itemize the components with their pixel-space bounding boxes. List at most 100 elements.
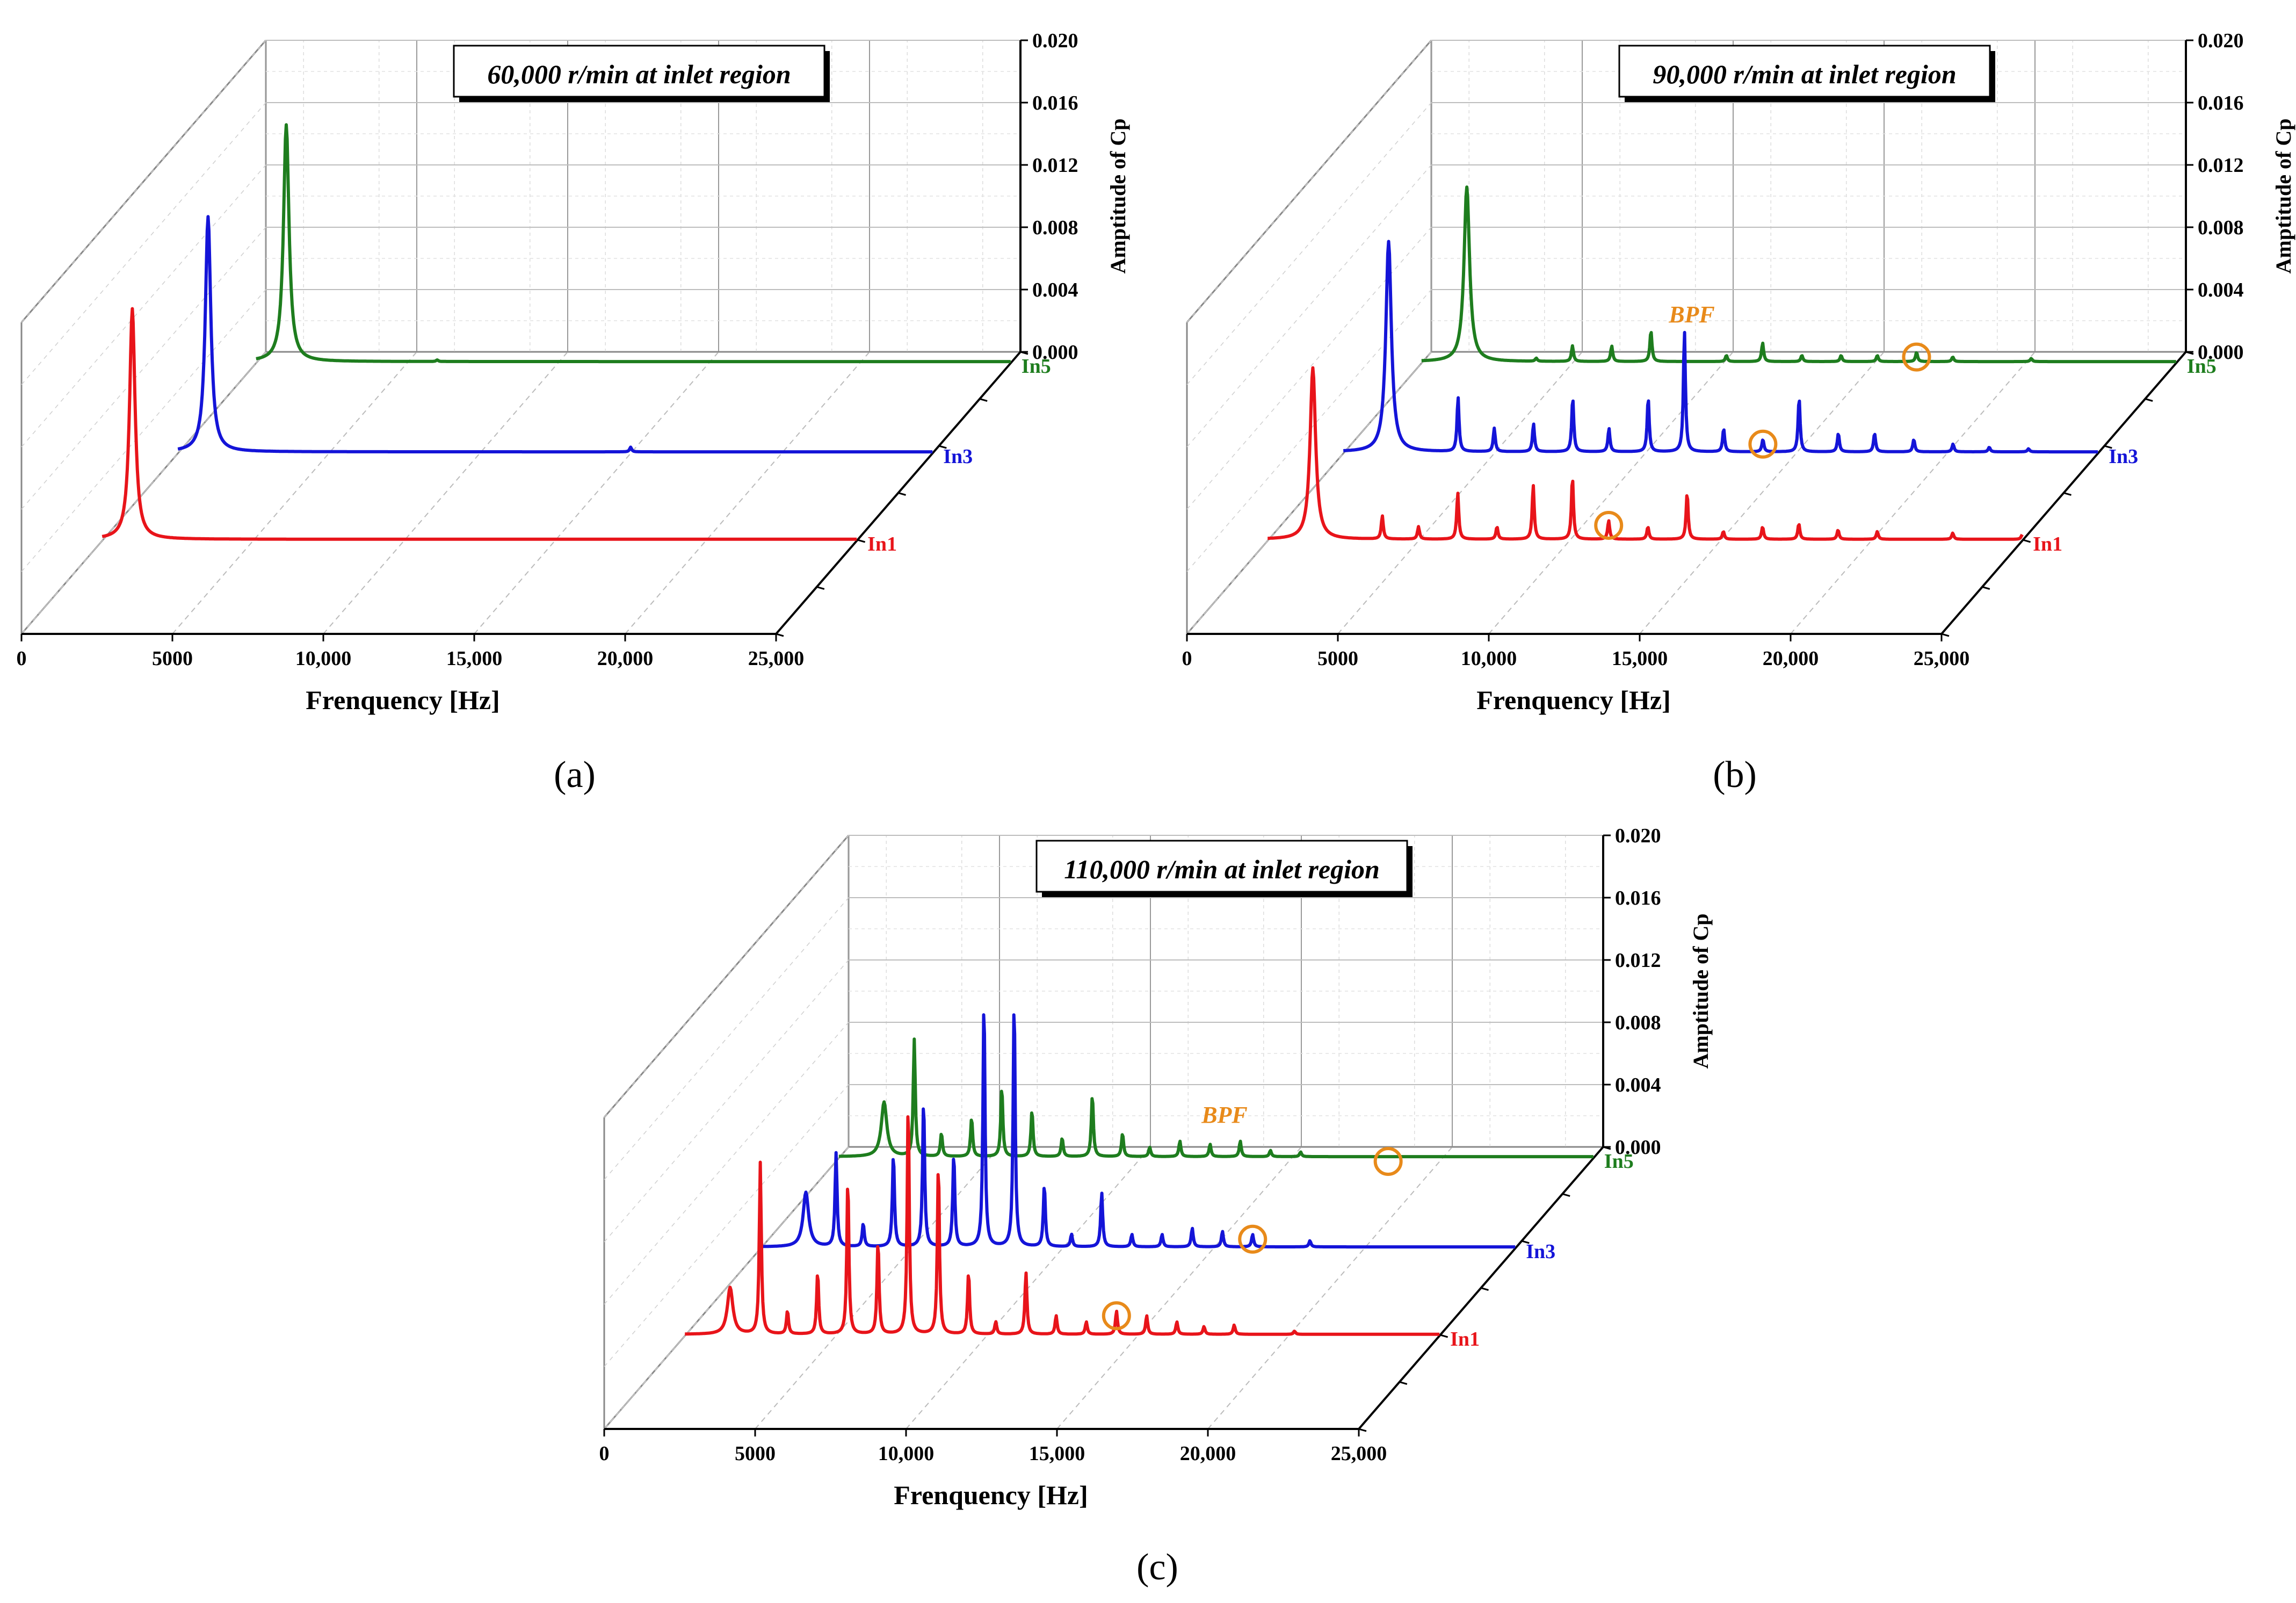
title-box: 60,000 r/min at inlet region bbox=[453, 45, 830, 102]
x-tick-label: 10,000 bbox=[878, 1442, 935, 1465]
depth-tick-mark bbox=[1358, 1428, 1367, 1432]
x-tick-label: 20,000 bbox=[597, 647, 654, 670]
floor-grid-line bbox=[1488, 351, 1734, 634]
depth-tick-mark bbox=[1440, 1334, 1448, 1338]
floor-grid-line bbox=[1056, 1146, 1302, 1429]
chart-title: 90,000 r/min at inlet region bbox=[1653, 59, 1956, 89]
z-tick-label: 0.016 bbox=[1032, 92, 1078, 114]
x-tick-label: 0 bbox=[599, 1442, 610, 1465]
bpf-label: BPF bbox=[1668, 301, 1715, 328]
grid-layer: 0 5000 10,000 15,000 20,000 25,000 0.000 0.004 0… bbox=[1182, 30, 2296, 670]
floor-grid-line bbox=[1639, 351, 1885, 634]
series-layer: In5 In3 In1 bbox=[1266, 185, 2217, 555]
chart-panel-b: 0 5000 10,000 15,000 20,000 25,000 0.000 0.004 0… bbox=[1182, 30, 2296, 796]
series-label-in1: In1 bbox=[1450, 1328, 1480, 1351]
bpf-marker bbox=[1902, 342, 1931, 372]
z-axis-title: Amptitude of Cp bbox=[1106, 119, 1130, 274]
bpf-marker bbox=[1102, 1301, 1131, 1331]
depth-tick-mark bbox=[2185, 351, 2194, 355]
depth-tick-mark bbox=[1020, 351, 1029, 355]
floor-grid-line bbox=[172, 351, 417, 634]
floor-grid-line bbox=[1337, 351, 1583, 634]
grid-layer: 0 5000 10,000 15,000 20,000 25,000 0.000 0.004 0… bbox=[599, 825, 1713, 1465]
depth-tick-mark bbox=[2104, 445, 2112, 449]
z-tick-label: 0.008 bbox=[1032, 216, 1078, 239]
panel-label: (b) bbox=[1713, 754, 1757, 796]
depth-tick-mark bbox=[1941, 633, 1950, 637]
depth-tick-mark bbox=[898, 492, 906, 496]
series-label-in3: In3 bbox=[2109, 445, 2138, 468]
series-label-in3: In3 bbox=[943, 445, 973, 468]
side-grid-line bbox=[21, 351, 266, 634]
bpf-label: BPF bbox=[1201, 1102, 1248, 1128]
side-wall-top bbox=[20, 40, 267, 323]
series-line-in3 bbox=[1342, 240, 2099, 454]
side-grid-line bbox=[604, 835, 849, 1118]
z-tick-label: 0.020 bbox=[2198, 30, 2244, 52]
series-layer: In5 In3 In1 bbox=[101, 123, 1051, 555]
side-wall-top bbox=[603, 835, 850, 1118]
depth-tick-mark bbox=[938, 445, 947, 449]
depth-tick-mark bbox=[1481, 1287, 1489, 1291]
floor-grid-line bbox=[474, 351, 719, 634]
series-layer: In5 In3 In1 bbox=[684, 1013, 1634, 1351]
floor-grid-line bbox=[1207, 1146, 1453, 1429]
z-tick-label: 0.016 bbox=[1615, 887, 1661, 909]
x-tick-label: 15,000 bbox=[1029, 1442, 1085, 1465]
z-tick-label: 0.020 bbox=[1032, 30, 1078, 52]
z-tick-label: 0.000 bbox=[1032, 341, 1078, 364]
floor-grid-line bbox=[323, 351, 568, 634]
side-grid-line bbox=[21, 164, 266, 447]
side-grid-line bbox=[604, 1022, 849, 1305]
floor-grid-line bbox=[625, 351, 870, 634]
series-label-in5: In5 bbox=[1604, 1150, 1634, 1173]
bpf-marker bbox=[1748, 429, 1778, 459]
side-grid-line bbox=[1186, 40, 1432, 323]
bpf-marker bbox=[1373, 1147, 1403, 1176]
series-line-in1 bbox=[1266, 366, 2024, 541]
depth-tick-mark bbox=[776, 633, 784, 637]
chart-title: 110,000 r/min at inlet region bbox=[1064, 854, 1380, 884]
x-tick-label: 10,000 bbox=[295, 647, 352, 670]
series-line-in1 bbox=[684, 1115, 1440, 1336]
depth-tick-mark bbox=[1603, 1146, 1611, 1150]
panel-label: (c) bbox=[1136, 1547, 1178, 1588]
side-grid-line bbox=[21, 40, 266, 323]
chart-title: 60,000 r/min at inlet region bbox=[487, 59, 791, 89]
bpf-marker bbox=[1594, 510, 1624, 540]
series-line-in5 bbox=[255, 123, 1012, 364]
side-wall-frame bbox=[20, 322, 267, 637]
side-grid-line bbox=[1186, 102, 1432, 385]
series-line-in5 bbox=[838, 1037, 1595, 1159]
series-label-in1: In1 bbox=[2033, 533, 2062, 555]
side-wall-top bbox=[1186, 40, 1432, 323]
x-tick-label: 15,000 bbox=[446, 647, 503, 670]
depth-tick-mark bbox=[1399, 1381, 1408, 1385]
z-tick-label: 0.004 bbox=[1615, 1074, 1661, 1096]
depth-tick-mark bbox=[1982, 586, 1990, 590]
side-grid-line bbox=[21, 102, 266, 385]
z-tick-label: 0.000 bbox=[2198, 341, 2244, 364]
depth-tick-mark bbox=[2063, 492, 2072, 496]
grid-layer: 0 5000 10,000 15,000 20,000 25,000 0.000 0.004 0… bbox=[17, 30, 1131, 670]
depth-tick-mark bbox=[2145, 398, 2153, 402]
x-axis-title: Frenquency [Hz] bbox=[1476, 685, 1671, 715]
x-axis-title: Frenquency [Hz] bbox=[894, 1480, 1088, 1510]
side-grid-line bbox=[604, 1084, 849, 1367]
x-tick-label: 20,000 bbox=[1180, 1442, 1236, 1465]
title-box: 110,000 r/min at inlet region bbox=[1035, 840, 1413, 897]
x-tick-label: 0 bbox=[17, 647, 27, 670]
depth-tick-mark bbox=[2023, 539, 2031, 543]
series-label-in1: In1 bbox=[867, 533, 897, 555]
x-tick-label: 5000 bbox=[152, 647, 193, 670]
chart-panel-a: 0 5000 10,000 15,000 20,000 25,000 0.000 0.004 0… bbox=[17, 30, 1131, 796]
x-tick-label: 15,000 bbox=[1612, 647, 1668, 670]
series-line-in3 bbox=[759, 1013, 1516, 1249]
series-line-in1 bbox=[101, 307, 858, 541]
series-line-in3 bbox=[177, 215, 933, 454]
depth-tick-mark bbox=[1521, 1240, 1530, 1244]
z-axis-title: Amptitude of Cp bbox=[1689, 914, 1713, 1069]
z-tick-label: 0.012 bbox=[2198, 154, 2244, 177]
z-tick-label: 0.004 bbox=[2198, 279, 2244, 301]
z-tick-label: 0.012 bbox=[1032, 154, 1078, 177]
